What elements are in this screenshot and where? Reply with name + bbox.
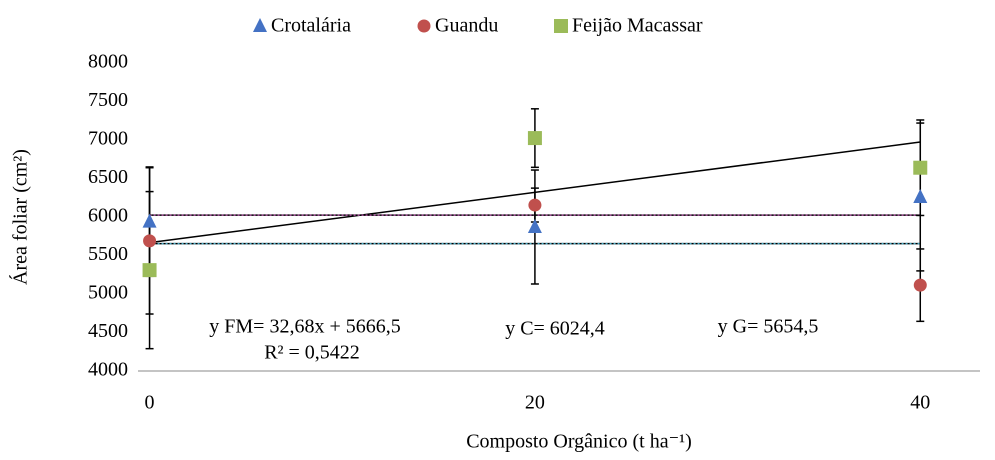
- y-tick-label: 7500: [88, 89, 128, 111]
- y-axis-title: Área foliar (cm²): [9, 149, 32, 285]
- point: [143, 234, 157, 248]
- y-tick-label: 5500: [88, 243, 128, 265]
- point: [527, 131, 542, 146]
- point: [142, 263, 157, 278]
- x-tick-label: 0: [145, 392, 155, 414]
- trendline-label: y G= 5654,5: [718, 316, 819, 338]
- y-tick-label: 6000: [88, 205, 128, 227]
- y-tick-label: 8000: [88, 51, 128, 73]
- legend-label: Feijão Macassar: [572, 15, 703, 37]
- y-tick-label: 4000: [88, 359, 128, 381]
- y-tick-label: 6500: [88, 166, 128, 188]
- legend-marker: [554, 19, 568, 33]
- legend-marker: [417, 19, 431, 33]
- trendline-label: y C= 6024,4: [505, 318, 605, 340]
- r2-label: R² = 0,5422: [264, 342, 360, 364]
- y-tick-label: 4500: [88, 320, 128, 342]
- point: [142, 213, 157, 228]
- legend-marker: [253, 18, 267, 32]
- point: [527, 219, 542, 234]
- point: [913, 160, 928, 175]
- y-tick-label: 5000: [88, 282, 128, 304]
- y-tick-label: 7000: [88, 128, 128, 150]
- x-tick-label: 20: [525, 392, 545, 414]
- trendline-label: y FM= 32,68x + 5666,5: [209, 316, 400, 338]
- x-axis-title: Composto Orgânico (t ha⁻¹): [466, 431, 692, 453]
- point: [528, 198, 542, 212]
- point: [913, 278, 927, 292]
- legend-label: Crotalária: [271, 15, 351, 37]
- point: [913, 188, 928, 203]
- legend-label: Guandu: [435, 15, 498, 37]
- x-tick-label: 40: [910, 392, 930, 414]
